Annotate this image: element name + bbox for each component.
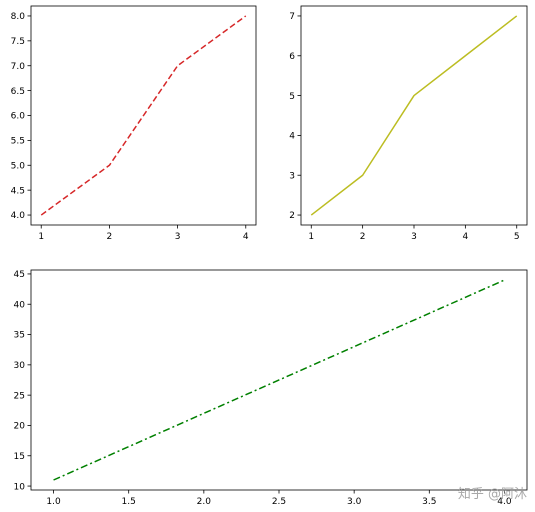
x-tick-label: 3 (175, 232, 181, 242)
x-tick-label: 2 (107, 232, 113, 242)
series-line (53, 279, 505, 481)
y-tick-label: 6.5 (11, 87, 25, 97)
y-tick-label: 6 (289, 52, 295, 62)
x-tick-label: 1 (308, 232, 314, 242)
y-tick-label: 45 (14, 270, 25, 280)
series-line (40, 15, 247, 216)
x-tick-label: 4 (462, 232, 468, 242)
y-tick-label: 7.0 (11, 62, 26, 72)
x-tick-label: 3.0 (347, 497, 362, 507)
x-tick-label: 2.5 (272, 497, 286, 507)
y-tick-label: 15 (14, 452, 25, 462)
watermark-text: 知乎 @阿沐 (457, 487, 527, 502)
y-tick-label: 3 (289, 171, 295, 181)
y-tick-label: 40 (14, 300, 26, 310)
series-line (310, 15, 518, 216)
y-tick-label: 5.5 (11, 137, 25, 147)
x-tick-label: 1.5 (122, 497, 136, 507)
x-tick-label: 1.0 (46, 497, 61, 507)
x-tick-label: 1 (38, 232, 44, 242)
y-tick-label: 20 (14, 422, 26, 432)
y-tick-label: 8.0 (11, 12, 26, 22)
y-tick-label: 7.5 (11, 37, 25, 47)
y-tick-label: 7 (289, 12, 295, 22)
x-tick-label: 2.0 (197, 497, 212, 507)
x-tick-label: 4 (243, 232, 249, 242)
x-tick-label: 3 (411, 232, 417, 242)
subplot-bottom: 1.0 1.5 2.0 2.5 3.0 3.5 4.0 10 15 20 25 30 35 40 45 (14, 269, 528, 507)
subplot-top-right: 1 2 3 4 5 2 3 4 5 6 7 (289, 5, 528, 242)
subplot-top-left: 1 2 3 4 4.0 4.5 5.0 5.5 6.0 6.5 7.0 7.5 8.0 (11, 5, 257, 242)
y-tick-label: 35 (14, 331, 25, 341)
y-tick-label: 5.0 (11, 161, 26, 171)
y-tick-label: 4.0 (11, 211, 26, 221)
plot-frame (300, 5, 528, 226)
y-tick-label: 4 (289, 132, 295, 142)
y-tick-label: 10 (14, 482, 26, 492)
x-tick-label: 4.0 (497, 497, 512, 507)
y-tick-label: 30 (14, 361, 26, 371)
y-tick-label: 6.0 (11, 112, 26, 122)
y-tick-label: 2 (289, 211, 295, 221)
y-tick-label: 5 (289, 92, 295, 102)
x-tick-label: 5 (514, 232, 520, 242)
x-tick-label: 3.5 (422, 497, 436, 507)
x-tick-label: 2 (360, 232, 366, 242)
y-tick-label: 25 (14, 391, 25, 401)
y-tick-label: 4.5 (11, 186, 25, 196)
